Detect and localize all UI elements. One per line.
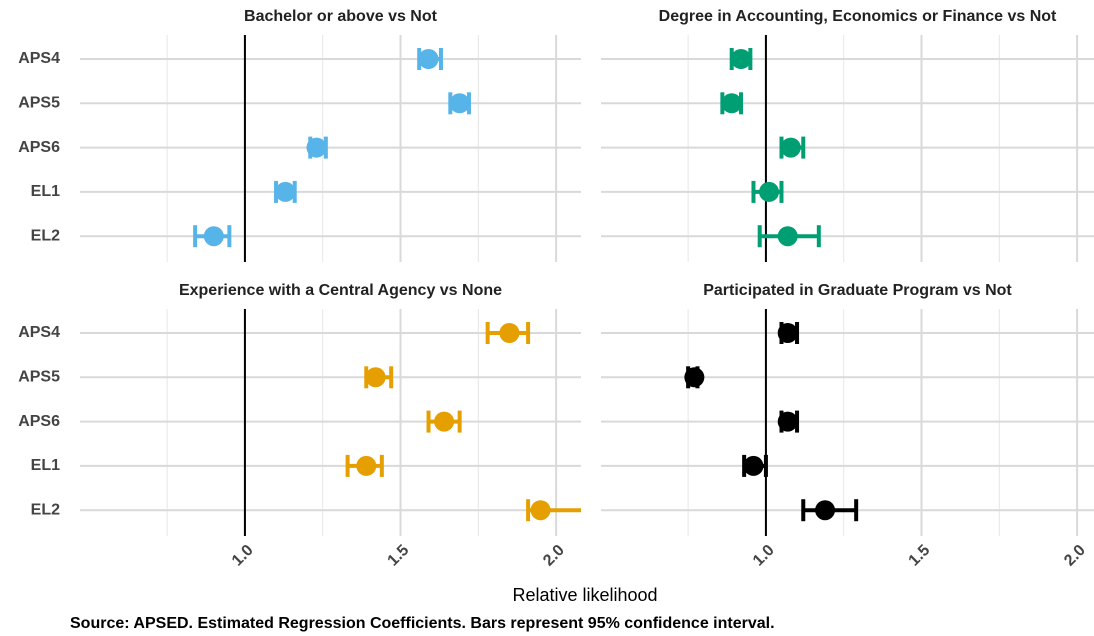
point	[530, 500, 551, 521]
x-tick-label: 2.0	[1061, 542, 1089, 570]
y-tick-label: APS6	[18, 413, 60, 430]
point	[365, 367, 386, 388]
point	[780, 137, 801, 158]
y-tick-label: EL1	[31, 183, 60, 200]
point	[743, 455, 764, 476]
panel	[80, 309, 581, 536]
y-tick-label: EL2	[31, 501, 60, 518]
point	[418, 49, 439, 69]
panel-title: Degree in Accounting, Economics or Finan…	[659, 8, 1057, 25]
y-tick-label: APS4	[18, 324, 60, 341]
panel-title: Participated in Graduate Program vs Not	[703, 282, 1012, 299]
y-tick-label: EL1	[31, 457, 60, 474]
point	[731, 49, 752, 69]
caption: Source: APSED. Estimated Regression Coef…	[70, 615, 775, 632]
y-tick-label: APS5	[18, 95, 60, 112]
panel	[80, 35, 581, 262]
point	[777, 226, 798, 247]
point	[203, 226, 224, 247]
point	[777, 323, 798, 343]
point	[759, 181, 780, 202]
point	[684, 367, 705, 388]
x-tick-label: 1.0	[229, 542, 257, 570]
x-tick-label: 1.0	[750, 542, 778, 570]
point	[815, 500, 836, 521]
point	[721, 93, 742, 114]
y-tick-label: APS6	[18, 139, 60, 156]
panel	[601, 35, 1094, 262]
x-tick-label: 1.5	[906, 542, 934, 570]
point	[449, 93, 470, 114]
y-tick-label: EL2	[31, 227, 60, 244]
x-axis-label: Relative likelihood	[512, 585, 657, 605]
x-tick-label: 1.5	[385, 542, 413, 570]
x-tick-label: 2.0	[540, 542, 568, 570]
point	[777, 411, 798, 432]
panel-title: Bachelor or above vs Not	[244, 8, 438, 25]
point	[356, 455, 377, 476]
point	[434, 411, 455, 432]
panel-title: Experience with a Central Agency vs None	[179, 282, 502, 299]
y-tick-label: APS5	[18, 369, 60, 386]
y-tick-label: APS4	[18, 50, 60, 67]
point	[306, 137, 327, 158]
point	[499, 323, 520, 343]
point	[275, 181, 296, 202]
panel	[601, 309, 1094, 536]
